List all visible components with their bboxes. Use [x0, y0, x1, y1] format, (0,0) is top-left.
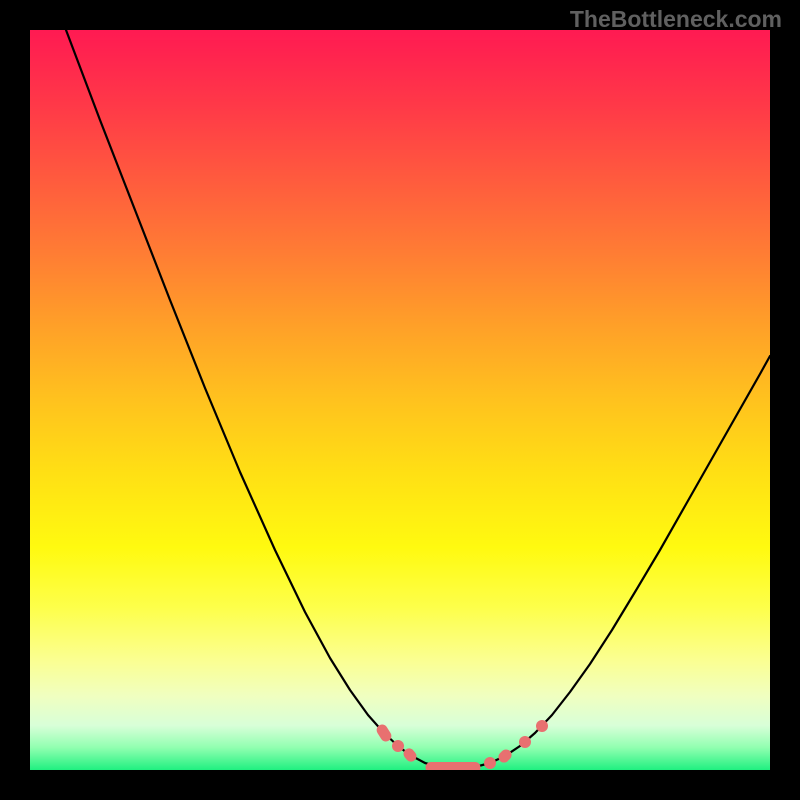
curve-line	[66, 30, 770, 768]
chart-root: TheBottleneck.com	[0, 0, 800, 800]
curve-markers	[375, 720, 548, 770]
plot-area	[30, 30, 770, 770]
marker-capsule	[401, 746, 418, 764]
marker-dot	[536, 720, 548, 732]
marker-dot	[519, 736, 531, 748]
marker-capsule	[426, 762, 481, 770]
marker-capsule	[496, 747, 514, 765]
marker-dot	[484, 757, 496, 769]
marker-dot	[392, 740, 404, 752]
watermark-text: TheBottleneck.com	[570, 6, 782, 33]
chart-overlay	[30, 30, 770, 770]
